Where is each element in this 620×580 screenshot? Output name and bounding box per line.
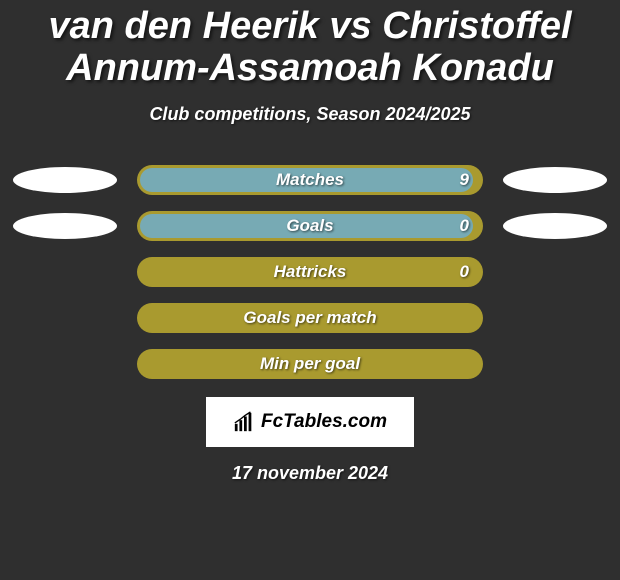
stat-label: Hattricks: [137, 262, 483, 282]
stat-bar: Hattricks0: [137, 257, 483, 287]
stat-row: Goals per match: [0, 303, 620, 333]
page-title: van den Heerik vs Christoffel Annum-Assa…: [0, 0, 620, 90]
logo-box: FcTables.com: [206, 397, 414, 447]
stat-bar: Min per goal: [137, 349, 483, 379]
stat-bar: Matches9: [137, 165, 483, 195]
stat-row: Min per goal: [0, 349, 620, 379]
stat-row: Hattricks0: [0, 257, 620, 287]
subtitle: Club competitions, Season 2024/2025: [0, 104, 620, 125]
chart-icon: [233, 411, 255, 433]
stat-bar: Goals0: [137, 211, 483, 241]
stat-row: Goals0: [0, 211, 620, 241]
left-oval: [13, 167, 117, 193]
logo-text: FcTables.com: [261, 411, 387, 433]
stat-value: 9: [460, 170, 469, 190]
stat-label: Goals: [137, 216, 483, 236]
stat-row: Matches9: [0, 165, 620, 195]
stat-label: Min per goal: [137, 354, 483, 374]
left-oval: [13, 213, 117, 239]
stat-bar: Goals per match: [137, 303, 483, 333]
right-oval: [503, 213, 607, 239]
stat-value: 0: [460, 216, 469, 236]
date-text: 17 november 2024: [0, 463, 620, 484]
stats-container: Matches9Goals0Hattricks0Goals per matchM…: [0, 165, 620, 379]
stat-value: 0: [460, 262, 469, 282]
stat-label: Matches: [137, 170, 483, 190]
right-oval: [503, 167, 607, 193]
stat-label: Goals per match: [137, 308, 483, 328]
